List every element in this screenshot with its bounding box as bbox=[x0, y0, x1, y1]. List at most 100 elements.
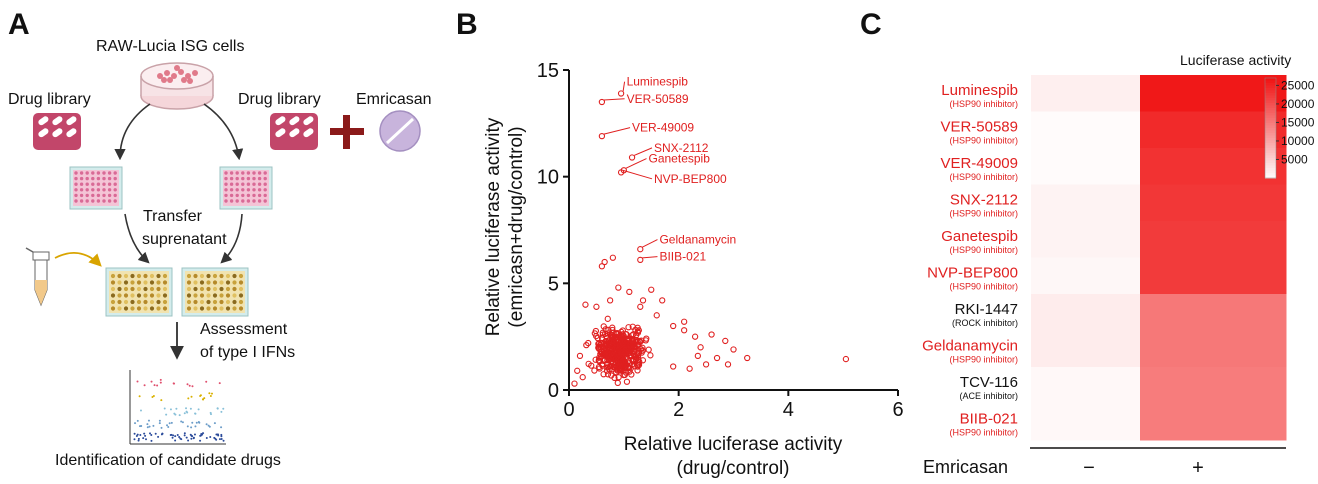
scatter-point bbox=[571, 380, 578, 387]
arrow-transfer-right bbox=[220, 213, 243, 264]
heatmap-row-label: NVP-BEP800 bbox=[927, 265, 1018, 282]
scatter-point bbox=[617, 90, 625, 97]
scatter-point bbox=[610, 351, 617, 358]
heatmap-cell bbox=[1140, 221, 1287, 258]
scatter-point bbox=[615, 284, 622, 291]
scatter-point bbox=[593, 303, 600, 310]
heatmap-cell bbox=[1031, 367, 1141, 404]
scatter-point bbox=[626, 288, 633, 296]
heatmap-cell bbox=[1140, 294, 1287, 331]
scatter-point-label: VER-49009 bbox=[632, 121, 694, 135]
transfer-label-line2: suprenatant bbox=[142, 231, 227, 248]
panel-letter-c: C bbox=[860, 8, 882, 41]
colorbar-tick-label: 10000 bbox=[1281, 134, 1315, 148]
scatter-point bbox=[643, 335, 650, 342]
heatmap-row-target: (HSP90 inhibitor) bbox=[949, 355, 1018, 365]
scatter-point bbox=[639, 344, 646, 351]
colorbar-tick-label: 15000 bbox=[1281, 115, 1315, 129]
scatter-point bbox=[636, 338, 643, 345]
scatter-point bbox=[574, 367, 581, 374]
petri-dish-icon bbox=[140, 62, 214, 110]
emricasan-pill-icon bbox=[379, 110, 421, 152]
scatter-point bbox=[605, 326, 612, 334]
scatter-plot: 0 2 4 6 0 5 10 15 Luminespib VER-50589 VER-49009 S… bbox=[483, 60, 904, 479]
scatter-point bbox=[576, 352, 584, 360]
heatmap-cell bbox=[1140, 257, 1287, 295]
heatmap-row-target: (ACE inhibitor) bbox=[959, 391, 1018, 401]
scatter-point bbox=[620, 351, 627, 359]
scatter-xtick-label: 2 bbox=[673, 399, 684, 421]
assay-plate-right-icon bbox=[181, 267, 249, 317]
heatmap-cell bbox=[1031, 184, 1141, 222]
scatter-point bbox=[702, 361, 710, 368]
scatter-point bbox=[592, 356, 599, 363]
scatter-ytick-label: 10 bbox=[537, 167, 559, 189]
scatter-point bbox=[639, 297, 647, 304]
heatmap-cell bbox=[1031, 330, 1141, 368]
scatter-point bbox=[648, 286, 655, 293]
scatter-point bbox=[730, 346, 737, 353]
scatter-point bbox=[680, 318, 688, 325]
scatter-point bbox=[842, 355, 850, 363]
heatmap-row-target: (HSP90 inhibitor) bbox=[949, 172, 1018, 182]
heatmap-row-label: Luminespib bbox=[941, 82, 1018, 99]
heatmap-row-label: Geldanamycin bbox=[922, 338, 1018, 355]
plate-right-icon bbox=[219, 166, 273, 210]
scatter-point bbox=[691, 333, 699, 340]
workflow-diagram bbox=[25, 62, 421, 445]
scatter-point bbox=[637, 256, 644, 264]
scatter-point bbox=[659, 297, 666, 304]
arrow-transfer-left bbox=[124, 213, 150, 264]
scatter-point bbox=[579, 374, 586, 381]
scatter-point bbox=[628, 371, 635, 378]
drug-library-left-label: Drug library bbox=[8, 91, 91, 108]
scatter-xtick-label: 4 bbox=[783, 399, 794, 421]
scatter-point bbox=[697, 344, 704, 351]
scatter-point bbox=[680, 327, 688, 334]
scatter-point bbox=[722, 337, 729, 345]
scatter-point bbox=[595, 363, 603, 371]
heatmap: Luminespib (HSP90 inhibitor) VER-50589 (HSP… bbox=[922, 75, 1315, 479]
heatmap-row-label: VER-50589 bbox=[940, 119, 1018, 136]
scatter-point-label: Ganetespib bbox=[649, 152, 711, 166]
scatter-point bbox=[609, 254, 617, 261]
scatter-ytick-label: 5 bbox=[548, 273, 559, 295]
arrow-tube-to-plate bbox=[54, 251, 102, 267]
heatmap-cell bbox=[1140, 75, 1287, 112]
scatter-point bbox=[670, 363, 677, 370]
heatmap-cell bbox=[1140, 111, 1287, 149]
colorbar-tick-label: 5000 bbox=[1281, 152, 1308, 166]
heatmap-row-target: (HSP90 inhibitor) bbox=[949, 428, 1018, 438]
scatter-point bbox=[744, 354, 751, 362]
scatter-point-label: VER-50589 bbox=[627, 92, 689, 106]
cells-label: RAW-Lucia ISG cells bbox=[96, 38, 245, 55]
scatter-point bbox=[609, 337, 616, 345]
heatmap-cell bbox=[1031, 221, 1141, 258]
scatter-point bbox=[614, 379, 621, 387]
heatmap-cell bbox=[1140, 367, 1287, 404]
heatmap-cell bbox=[1031, 75, 1141, 112]
scatter-point-label: BIIB-021 bbox=[659, 250, 706, 264]
scatter-point bbox=[601, 342, 608, 350]
heatmap-row-label: TCV-116 bbox=[960, 374, 1018, 391]
scatter-xtick-label: 6 bbox=[892, 399, 903, 421]
heatmap-row-label: SNX-2112 bbox=[950, 192, 1018, 209]
scatter-point bbox=[596, 357, 603, 365]
heatmap-xtick-plus: + bbox=[1192, 457, 1204, 479]
scatter-point bbox=[653, 312, 660, 319]
scatter-point bbox=[595, 340, 602, 348]
scatter-point bbox=[629, 323, 636, 330]
scatter-xlabel-line1: Relative luciferase activity bbox=[624, 434, 843, 455]
colorbar bbox=[1264, 77, 1277, 179]
scatter-point bbox=[615, 374, 622, 381]
scatter-point bbox=[600, 371, 607, 378]
heatmap-row-label: Ganetespib bbox=[941, 228, 1018, 245]
heatmap-cell bbox=[1140, 403, 1287, 441]
heatmap-row-target: (HSP90 inhibitor) bbox=[949, 282, 1018, 292]
drug-library-right-icon bbox=[270, 113, 318, 150]
scatter-point bbox=[611, 374, 618, 382]
scatter-point bbox=[604, 371, 612, 378]
assay-plate-left-icon bbox=[105, 267, 173, 317]
scatter-point bbox=[724, 361, 732, 368]
scatter-point bbox=[607, 355, 615, 362]
